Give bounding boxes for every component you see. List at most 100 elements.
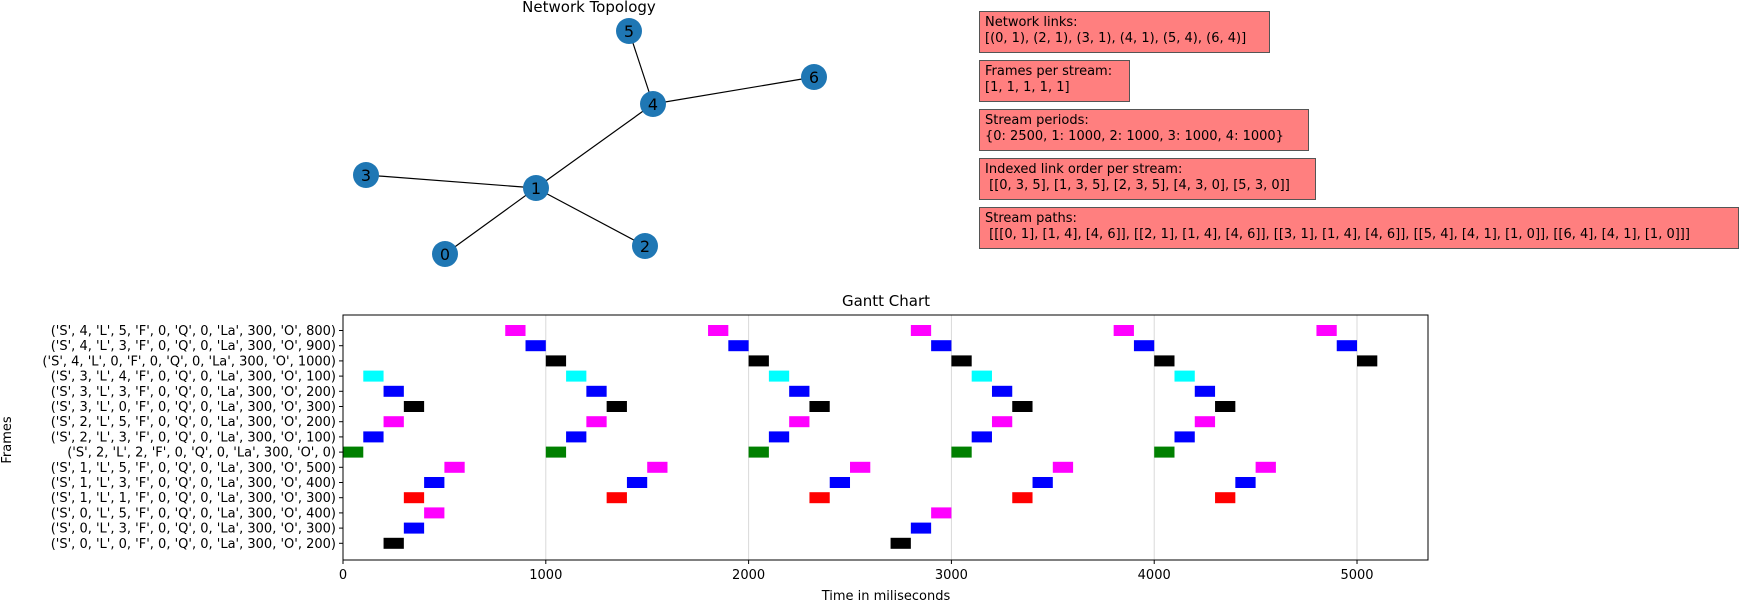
y-tick-label: ('S', 3, 'L', 0, 'F', 0, 'Q', 0, 'La', 3… <box>51 400 336 415</box>
gantt-bar <box>444 461 465 473</box>
y-tick-label: ('S', 4, 'L', 0, 'F', 0, 'Q', 0, 'La', 3… <box>42 354 336 369</box>
y-tick-label: ('S', 0, 'L', 3, 'F', 0, 'Q', 0, 'La', 3… <box>51 522 336 537</box>
network-node-label: 2 <box>640 237 650 256</box>
gantt-bar <box>403 522 425 534</box>
y-tick-label: ('S', 2, 'L', 2, 'F', 0, 'Q', 0, 'La', 3… <box>67 446 336 461</box>
x-tick-label: 0 <box>339 568 347 583</box>
gantt-bar <box>383 416 404 428</box>
gantt-bar <box>1215 492 1236 504</box>
network-node-circle <box>523 175 549 201</box>
y-tick-label: ('S', 3, 'L', 3, 'F', 0, 'Q', 0, 'La', 3… <box>51 385 336 400</box>
gantt-bar <box>606 401 627 412</box>
gantt-gridlines <box>342 315 1358 560</box>
network-node-6: 6 <box>801 64 827 90</box>
gantt-plot-frame <box>342 314 1429 561</box>
gantt-bar <box>931 507 952 519</box>
info-box-label: Stream paths: <box>985 211 1077 226</box>
gantt-bar <box>1012 492 1033 504</box>
gantt-bar <box>545 355 567 367</box>
gantt-bar <box>505 325 526 336</box>
gantt-bar <box>403 401 425 412</box>
network-node-label: 0 <box>440 245 450 264</box>
gantt-bar <box>545 446 567 458</box>
x-tick-label: 1000 <box>529 568 562 583</box>
network-edge-2-1 <box>535 187 646 247</box>
gantt-bar <box>606 492 627 504</box>
info-box-label: Stream periods: <box>985 113 1089 128</box>
x-tick-label: 3000 <box>935 568 968 583</box>
gantt-bar <box>424 477 445 488</box>
gantt-title: Gantt Chart <box>842 292 930 310</box>
gantt-bar <box>748 355 769 367</box>
gantt-bar <box>971 431 992 443</box>
network-node-circle <box>353 162 379 188</box>
gantt-bar <box>1174 370 1195 382</box>
gantt-bar <box>1235 477 1256 488</box>
y-tick-label: ('S', 1, 'L', 3, 'F', 0, 'Q', 0, 'La', 3… <box>51 476 336 491</box>
gantt-bar <box>1255 461 1276 473</box>
gantt-bar <box>1113 325 1134 336</box>
network-edge-0-1 <box>444 187 537 255</box>
gantt-bar <box>991 385 1013 397</box>
info-box-label: Network links: <box>985 15 1078 30</box>
gantt-bar <box>809 492 830 504</box>
gantt-bars <box>343 325 1378 549</box>
gantt-bar <box>768 431 790 443</box>
gantt-bar <box>586 416 607 428</box>
network-node-4: 4 <box>640 91 666 117</box>
y-tick-label: ('S', 4, 'L', 3, 'F', 0, 'Q', 0, 'La', 3… <box>51 339 336 354</box>
network-node-0: 0 <box>432 241 458 267</box>
gantt-bar <box>525 340 546 352</box>
network-node-label: 1 <box>531 179 541 198</box>
info-box: Frames per stream: [1, 1, 1, 1, 1] <box>979 60 1130 102</box>
gantt-bar <box>789 385 810 397</box>
gantt-bar <box>910 522 932 534</box>
network-node-circle <box>801 64 827 90</box>
network-edges <box>365 30 815 255</box>
gantt-bar <box>626 477 648 488</box>
y-tick-label: ('S', 0, 'L', 0, 'F', 0, 'Q', 0, 'La', 3… <box>51 537 336 552</box>
gantt-bar <box>343 446 364 458</box>
gantt-bar <box>768 370 790 382</box>
gantt-bar <box>566 431 587 443</box>
network-nodes: 0 1 2 3 4 5 6 <box>353 18 827 267</box>
gantt-bar <box>647 461 668 473</box>
network-node-3: 3 <box>353 162 379 188</box>
y-tick-label: ('S', 1, 'L', 1, 'F', 0, 'Q', 0, 'La', 3… <box>51 491 336 506</box>
network-node-label: 5 <box>624 22 634 41</box>
gantt-bar <box>1357 355 1378 367</box>
info-box-value: [(0, 1), (2, 1), (3, 1), (4, 1), (5, 4),… <box>985 31 1247 46</box>
network-title: Network Topology <box>522 0 656 16</box>
gantt-bar <box>829 477 851 488</box>
gantt-bar <box>1215 401 1236 412</box>
gantt-bar <box>1336 340 1358 352</box>
gantt-bar <box>890 537 911 549</box>
gantt-bar <box>728 340 749 352</box>
info-box-label: Frames per stream: <box>985 64 1113 79</box>
info-box-value: [1, 1, 1, 1, 1] <box>985 80 1070 95</box>
network-edge-3-1 <box>365 174 537 189</box>
gantt-bar <box>1012 401 1033 412</box>
x-tick-label: 4000 <box>1138 568 1171 583</box>
info-box-value: {0: 2500, 1: 1000, 2: 1000, 3: 1000, 4: … <box>985 129 1284 144</box>
gantt-bar <box>1174 431 1195 443</box>
gantt-bar <box>1316 325 1337 336</box>
gantt-x-ticks: 0 1000 2000 3000 4000 5000 <box>339 560 1374 583</box>
network-node-label: 3 <box>361 166 371 185</box>
network-node-label: 4 <box>648 95 658 114</box>
network-edge-4-1 <box>535 103 654 189</box>
network-node-circle <box>640 91 666 117</box>
network-node-label: 6 <box>809 68 819 87</box>
network-topology-graph: Network Topology 0 1 2 3 4 5 6 <box>353 0 827 267</box>
gantt-y-ticks: ('S', 4, 'L', 5, 'F', 0, 'Q', 0, 'La', 3… <box>42 324 343 552</box>
y-tick-label: ('S', 3, 'L', 4, 'F', 0, 'Q', 0, 'La', 3… <box>51 370 336 385</box>
gantt-bar <box>363 370 384 382</box>
gantt-bar <box>850 461 871 473</box>
y-axis-label: Frames <box>0 416 15 464</box>
network-node-circle <box>632 233 658 259</box>
gantt-bar <box>1032 477 1053 488</box>
gantt-bar <box>403 492 425 504</box>
gantt-bar <box>991 416 1013 428</box>
x-axis-label: Time in miliseconds <box>821 589 951 602</box>
